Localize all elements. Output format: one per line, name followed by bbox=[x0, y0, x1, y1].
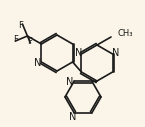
Text: N: N bbox=[66, 77, 74, 87]
Text: F: F bbox=[27, 36, 32, 45]
Text: F: F bbox=[18, 21, 23, 30]
Text: F: F bbox=[13, 35, 18, 44]
Text: N: N bbox=[112, 48, 119, 58]
Text: N: N bbox=[69, 112, 77, 122]
Text: CH₃: CH₃ bbox=[117, 29, 133, 38]
Text: N: N bbox=[34, 58, 41, 68]
Text: N: N bbox=[75, 48, 82, 58]
